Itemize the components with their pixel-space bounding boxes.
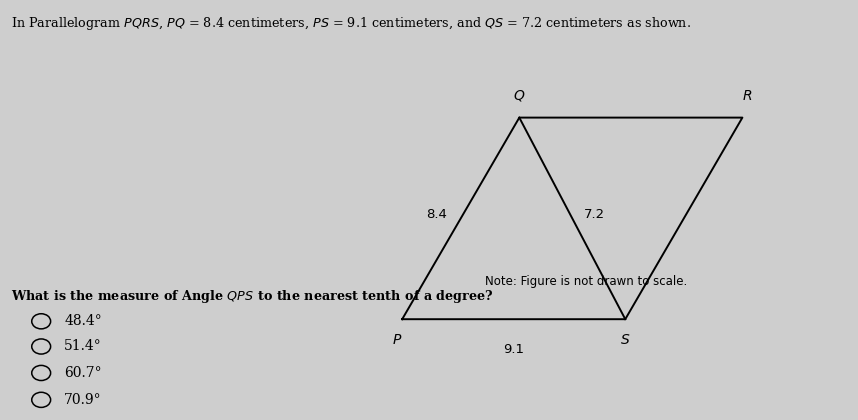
Text: 70.9°: 70.9°: [64, 393, 102, 407]
Text: In Parallelogram $\mathit{PQRS}$, $\mathit{PQ}$ = 8.4 centimeters, $\mathit{PS}$: In Parallelogram $\mathit{PQRS}$, $\math…: [11, 15, 692, 32]
Text: 60.7°: 60.7°: [64, 366, 102, 380]
Text: 51.4°: 51.4°: [64, 339, 102, 354]
Text: $Q$: $Q$: [513, 89, 525, 103]
Text: 7.2: 7.2: [583, 208, 605, 221]
Text: $P$: $P$: [392, 333, 402, 347]
Text: 9.1: 9.1: [504, 344, 524, 357]
Text: 8.4: 8.4: [426, 208, 447, 221]
Text: Note: Figure is not drawn to scale.: Note: Figure is not drawn to scale.: [485, 275, 687, 288]
Text: $R$: $R$: [742, 89, 752, 103]
Text: $S$: $S$: [620, 333, 631, 347]
Text: 48.4°: 48.4°: [64, 314, 102, 328]
Text: What is the measure of Angle $\mathit{QPS}$ to the nearest tenth of a degree?: What is the measure of Angle $\mathit{QP…: [11, 288, 493, 304]
